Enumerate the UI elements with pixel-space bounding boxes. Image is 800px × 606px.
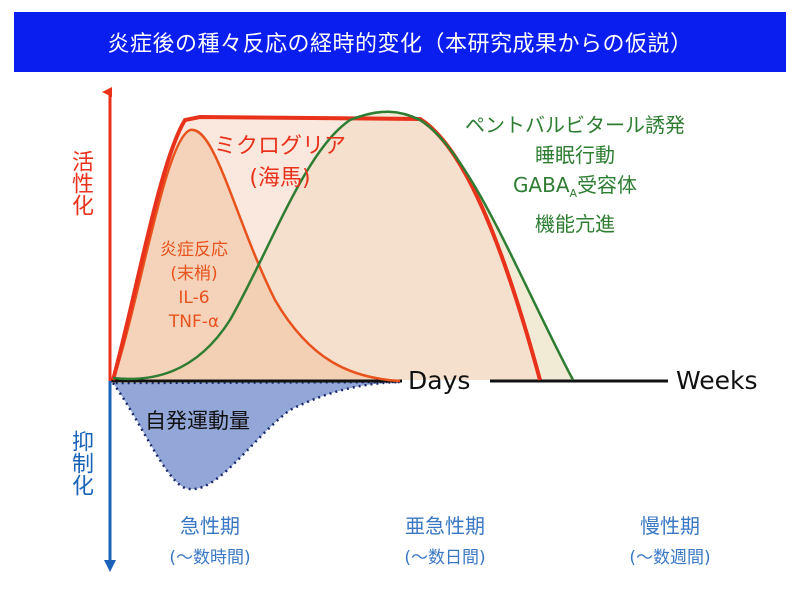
microglia-curve-line — [111, 114, 542, 381]
peripheral-curve-line — [111, 128, 401, 383]
peripheral-label: 炎症反応 (末梢) IL-6 TNF-α — [160, 240, 228, 332]
gaba-curve-line — [112, 110, 575, 381]
suppression-label: 抑制化 — [68, 430, 93, 496]
title-banner: 炎症後の種々反応の経時的変化（本研究成果からの仮説） — [14, 12, 786, 72]
microglia-label: ミクログリア (海馬) — [213, 134, 346, 191]
activation-label: 活性化 — [68, 150, 93, 216]
locomotion-label: 自発運動量 — [145, 409, 250, 433]
weeks-label: Weeks — [676, 366, 758, 395]
phase-subacute: 亜急性期 (～数日間) — [404, 514, 486, 568]
y-axis-down-arrowhead — [104, 560, 116, 572]
locomotion-dip-area — [110, 380, 401, 491]
days-label: Days — [408, 366, 471, 395]
phase-chronic: 慢性期 (～数週間) — [629, 514, 711, 568]
peripheral-curve-fill — [113, 129, 400, 381]
page-title: 炎症後の種々反応の経時的変化（本研究成果からの仮説） — [107, 32, 693, 57]
gaba-label: ペントバルビタール誘発 睡眠行動 GABAA受容体 機能亢進 — [465, 113, 685, 236]
phase-acute: 急性期 (～数時間) — [169, 514, 251, 568]
